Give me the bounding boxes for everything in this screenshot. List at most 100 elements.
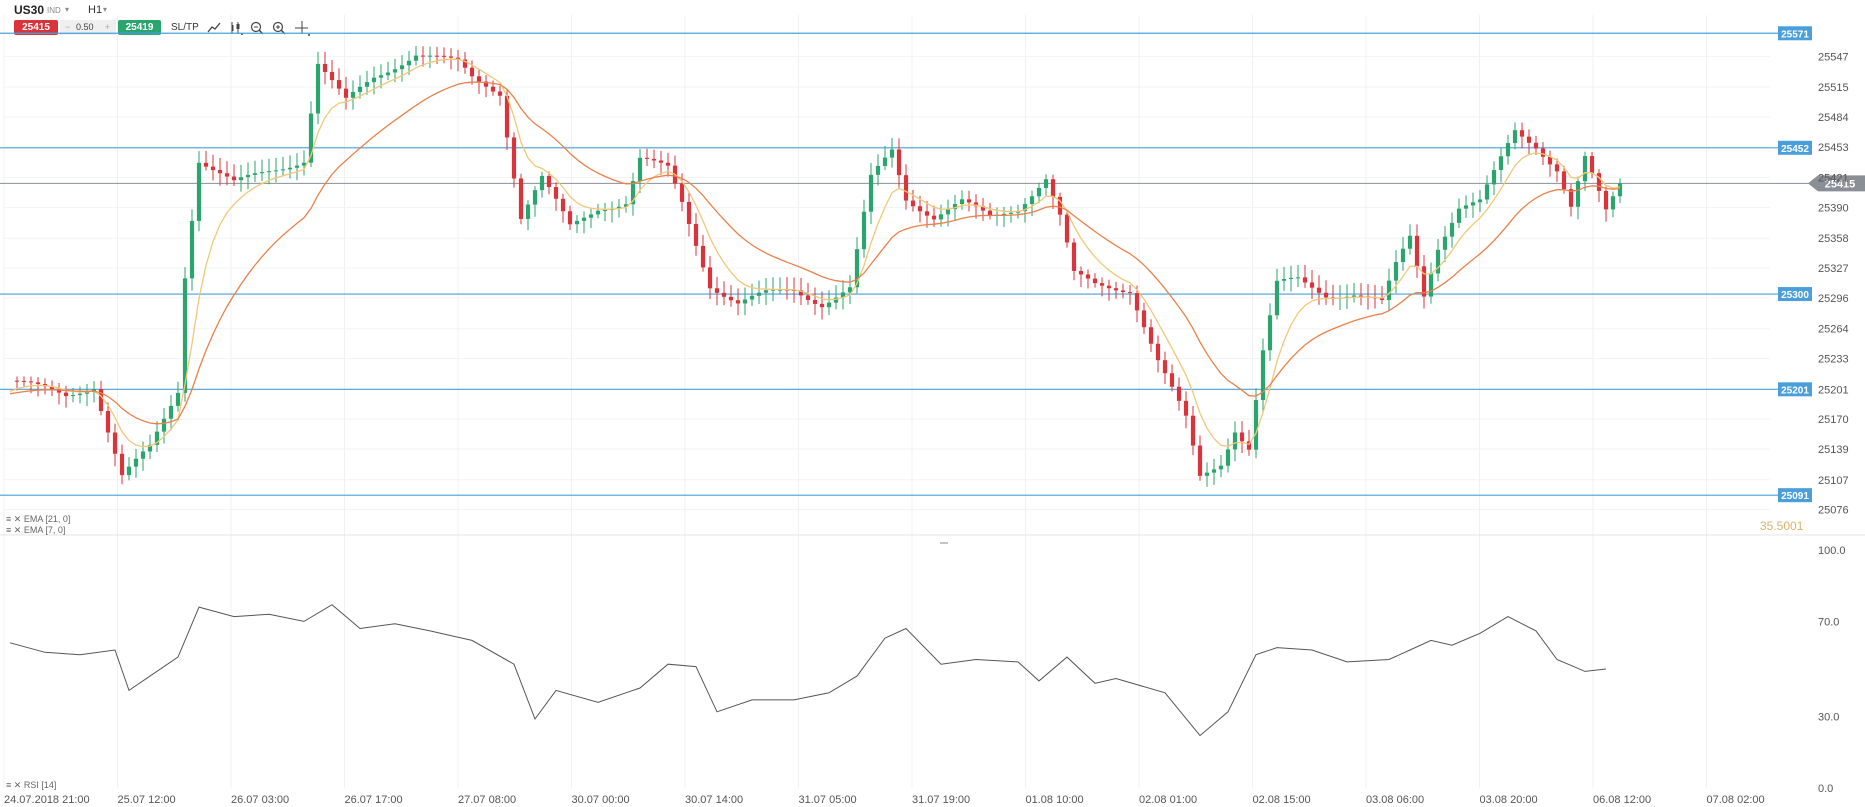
candle-body	[1554, 164, 1560, 172]
candle-body	[819, 303, 825, 308]
candle-body	[350, 91, 356, 98]
candle-body	[1421, 266, 1427, 297]
candle-body	[357, 86, 363, 92]
candle-body	[707, 267, 713, 289]
candle-body	[259, 172, 265, 174]
rsi-label[interactable]: ≡ ✕ RSI [14]	[6, 780, 56, 791]
close-icon[interactable]: ✕	[13, 514, 22, 524]
candle-body	[1547, 156, 1553, 165]
candle-body	[798, 290, 804, 296]
chart-toolbar: US30 IND ▾ H1 ▾ 25415 − 0.50 + 25419 SL/…	[0, 0, 420, 40]
menu-icon[interactable]: ≡	[6, 525, 12, 535]
candle-body	[322, 63, 328, 72]
candle-body	[1246, 441, 1252, 450]
candle-body	[1134, 293, 1140, 311]
ema21-label[interactable]: ≡ ✕ EMA [21, 0]	[6, 514, 70, 525]
candle-body	[917, 206, 923, 212]
candle-body	[1477, 199, 1483, 203]
ema7-label-text: EMA [7, 0]	[23, 525, 66, 535]
candle-body	[1071, 242, 1077, 271]
rsi-pane: 100.0 70.0 30.0 0.0	[9, 545, 1846, 795]
candle-body	[1386, 280, 1392, 300]
candle-body	[133, 458, 139, 467]
candle-body	[910, 200, 916, 207]
candle-body	[378, 75, 384, 78]
buy-button[interactable]: 25419	[118, 20, 161, 35]
candle-body	[686, 201, 692, 224]
candle-body	[1064, 214, 1070, 243]
time-axis-tick: 06.08 12:00	[1593, 794, 1651, 806]
volume-value[interactable]: 0.50	[76, 22, 94, 32]
candle-body	[1197, 445, 1203, 476]
candle-body	[1169, 373, 1175, 387]
candle-body	[973, 202, 979, 207]
candle-body	[1155, 343, 1161, 361]
zoom-in-icon[interactable]	[271, 20, 287, 36]
candle-body	[1400, 248, 1406, 262]
candle-body	[805, 295, 811, 300]
candle-body	[1113, 288, 1119, 291]
time-axis-tick: 03.08 20:00	[1480, 794, 1538, 806]
candle-body	[1211, 469, 1217, 473]
decrease-volume-button[interactable]: −	[65, 22, 71, 32]
candle-body	[154, 431, 160, 445]
candle-body	[602, 210, 608, 212]
horizontal-line-label: 25300	[1781, 290, 1809, 301]
candle-body	[182, 278, 188, 393]
symbol-dropdown-icon[interactable]: ▾	[65, 5, 70, 14]
candle-body	[714, 288, 720, 293]
candle-body	[224, 173, 230, 177]
menu-icon[interactable]: ≡	[6, 780, 12, 790]
candle-body	[441, 55, 447, 57]
candle-body	[616, 206, 622, 209]
menu-icon[interactable]: ≡	[6, 514, 12, 524]
ema7-label[interactable]: ≡ ✕ EMA [7, 0]	[6, 525, 65, 536]
candle-body	[1078, 270, 1084, 275]
candle-body	[861, 211, 867, 250]
faded-ema-value: 35.5001	[1760, 519, 1804, 533]
candle-body	[847, 287, 853, 293]
candle-body	[1568, 189, 1574, 207]
candle-body	[1022, 204, 1028, 212]
line-chart-icon[interactable]	[206, 20, 222, 36]
time-axis-tick: 30.07 00:00	[572, 794, 630, 806]
sltp-button[interactable]: SL/TP	[171, 22, 199, 33]
crosshair-icon[interactable]	[294, 20, 310, 36]
horizontal-line-badge	[1778, 26, 1812, 41]
candle-body	[1309, 282, 1315, 288]
candle-body	[21, 380, 27, 382]
volume-stepper[interactable]: − 0.50 +	[60, 20, 116, 35]
candle-body	[63, 392, 69, 397]
candle-body	[1260, 350, 1266, 401]
candle-body	[1183, 400, 1189, 416]
candle-body	[126, 466, 132, 476]
sell-button[interactable]: 25415	[14, 20, 58, 35]
candle-body	[875, 165, 881, 175]
candle-body	[112, 432, 118, 454]
price-axis-tick: 25421	[1818, 173, 1849, 185]
symbol-name[interactable]: US30	[14, 3, 45, 17]
candle-body	[140, 451, 146, 459]
candle-body	[497, 91, 503, 96]
candle-body	[308, 113, 314, 163]
candle-body	[1218, 465, 1224, 470]
candle-body	[539, 175, 545, 191]
candle-body	[1435, 249, 1441, 274]
timeframe-dropdown-icon[interactable]: ▾	[103, 5, 108, 14]
candle-body	[1239, 432, 1245, 442]
candle-body	[469, 67, 475, 77]
candle-body	[1190, 415, 1196, 446]
increase-volume-button[interactable]: +	[104, 22, 110, 32]
close-icon[interactable]: ✕	[13, 525, 22, 535]
candle-body	[1351, 295, 1357, 297]
candle-body	[1148, 327, 1154, 344]
chart-grid	[0, 15, 1865, 788]
candle-type-icon[interactable]	[228, 20, 244, 36]
timeframe-selector[interactable]: H1	[88, 4, 103, 16]
candle-body	[35, 382, 41, 385]
candle-body	[1533, 142, 1539, 149]
close-icon[interactable]: ✕	[13, 780, 22, 790]
candle-body	[371, 77, 377, 83]
candle-body	[1561, 171, 1567, 190]
